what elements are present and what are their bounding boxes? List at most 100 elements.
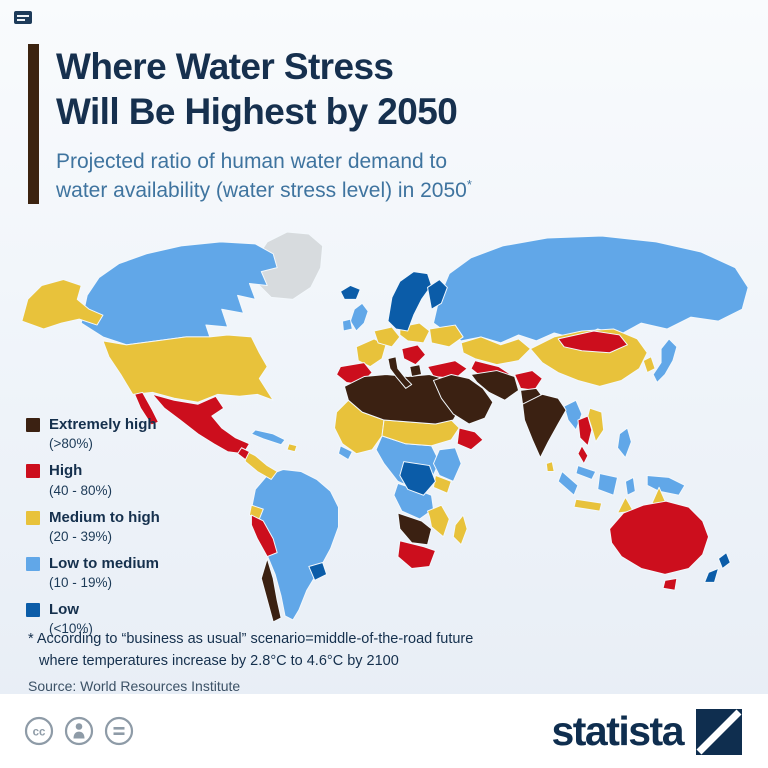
map-ukraine (429, 324, 464, 348)
license-icons: cc (24, 716, 134, 746)
page-title-line2: Will Be Highest by 2050 (56, 91, 458, 133)
map-germany (373, 326, 401, 348)
map-united-states (102, 334, 274, 403)
map-balkans (401, 344, 427, 366)
map-paraguay-uruguay (308, 562, 328, 581)
footnote-line1: * According to “business as usual” scena… (28, 631, 474, 647)
corner-mark-icon (14, 11, 32, 24)
map-philippines (617, 427, 632, 459)
regions-low-to-medium (80, 235, 749, 621)
legend-label: High (49, 462, 83, 480)
map-cuba (250, 429, 286, 446)
map-guatemala (237, 447, 250, 461)
source-text: Source: World Resources Institute (28, 678, 241, 694)
map-east-africa (432, 447, 462, 482)
legend-swatch-low-to-medium (26, 556, 40, 571)
subtitle-line1: Projected ratio of human water demand to (56, 150, 448, 174)
map-zimbabwe-mozambique (427, 504, 450, 538)
footnote: * According to “business as usual” scena… (28, 628, 473, 673)
legend-swatch-extremely-high (26, 418, 40, 432)
footnote-line2: where temperatures increase by 2.8°C to … (39, 653, 399, 670)
world-water-stress-map (21, 231, 749, 622)
map-horn-of-africa (456, 427, 484, 451)
map-guinea-coast (337, 445, 353, 461)
map-malaysia (575, 465, 597, 480)
map-greece (409, 364, 423, 378)
map-madagascar (452, 514, 468, 546)
map-borneo (597, 472, 619, 496)
legend-item-low-to-medium: Low to medium (10 - 19%) (26, 555, 160, 590)
map-russia (432, 235, 749, 344)
legend-range: (10 - 19%) (49, 575, 113, 590)
legend-range: (>80%) (49, 436, 93, 452)
legend-swatch-medium-to-high (26, 510, 40, 525)
map-namibia-botswana (397, 512, 432, 546)
map-peru (250, 514, 278, 558)
legend-item-high: High (40 - 80%) (26, 462, 160, 498)
legend: Extremely high (>80%) High (40 - 80%) Me… (26, 416, 160, 647)
map-australia (609, 500, 710, 575)
map-canada (80, 241, 278, 346)
map-india (522, 393, 567, 459)
attribution-person-icon[interactable] (64, 716, 94, 746)
legend-item-medium-to-high: Medium to high (20 - 39%) (26, 509, 160, 544)
footer: cc statista (0, 694, 768, 768)
map-afghanistan (514, 370, 543, 391)
map-alaska (21, 279, 104, 330)
regions-extremely-high (260, 356, 567, 622)
legend-range: (40 - 80%) (49, 482, 113, 498)
cc-icon[interactable]: cc (24, 716, 54, 746)
map-dr-congo (399, 461, 436, 496)
subtitle-line2: water availability (water stress level) … (56, 179, 467, 203)
map-finland (427, 279, 448, 310)
subtitle-asterisk: * (466, 177, 472, 193)
map-united-kingdom (349, 302, 369, 332)
regions-low (308, 271, 731, 583)
map-baja-california (134, 391, 159, 426)
page-title-line1: Where Water Stress (56, 46, 394, 87)
map-japan (652, 338, 678, 383)
map-mexico (151, 393, 250, 455)
statista-logo-mark (696, 708, 742, 755)
map-hispaniola (286, 443, 298, 453)
legend-label: Medium to high (49, 508, 160, 526)
map-sri-lanka (545, 461, 555, 472)
page-subtitle: Projected ratio of human water demand to… (56, 148, 472, 205)
map-ireland (341, 318, 353, 332)
legend-label: Extremely high (49, 416, 157, 433)
legend-range: (20 - 39%) (49, 528, 113, 544)
header: Where Water Stress Will Be Highest by 20… (28, 44, 472, 206)
map-sulawesi (624, 476, 636, 496)
map-arabian-peninsula (432, 374, 494, 425)
map-new-guinea (646, 474, 686, 496)
statista-logo-text: statista (551, 708, 684, 754)
svg-text:cc: cc (33, 727, 46, 739)
map-tasmania (662, 577, 678, 591)
legend-item-low: Low (<10%) (26, 601, 160, 636)
legend-item-extremely-high: Extremely high (>80%) (26, 416, 160, 451)
map-kazakhstan (460, 336, 531, 366)
map-chile (260, 558, 282, 622)
map-france (355, 338, 387, 368)
map-new-zealand (704, 552, 731, 583)
map-italy (387, 356, 413, 389)
map-thailand (577, 415, 593, 465)
map-mongolia (557, 330, 628, 354)
map-korea (642, 356, 656, 374)
map-turkey (427, 360, 468, 379)
legend-range: (<10%) (49, 621, 93, 637)
map-java (573, 498, 603, 512)
legend-label: Low (49, 601, 79, 618)
statista-logo[interactable]: statista (551, 708, 742, 755)
equals-icon[interactable] (104, 716, 134, 746)
map-south-africa (397, 540, 436, 569)
legend-label: Low to medium (49, 554, 159, 572)
map-sumatra (557, 470, 579, 496)
map-iran (470, 370, 520, 401)
map-central-america (243, 449, 278, 480)
legend-swatch-low (26, 603, 40, 617)
map-norway-sweden (387, 271, 432, 332)
legend-swatch-high (26, 464, 40, 479)
title-accent-bar (28, 44, 39, 204)
